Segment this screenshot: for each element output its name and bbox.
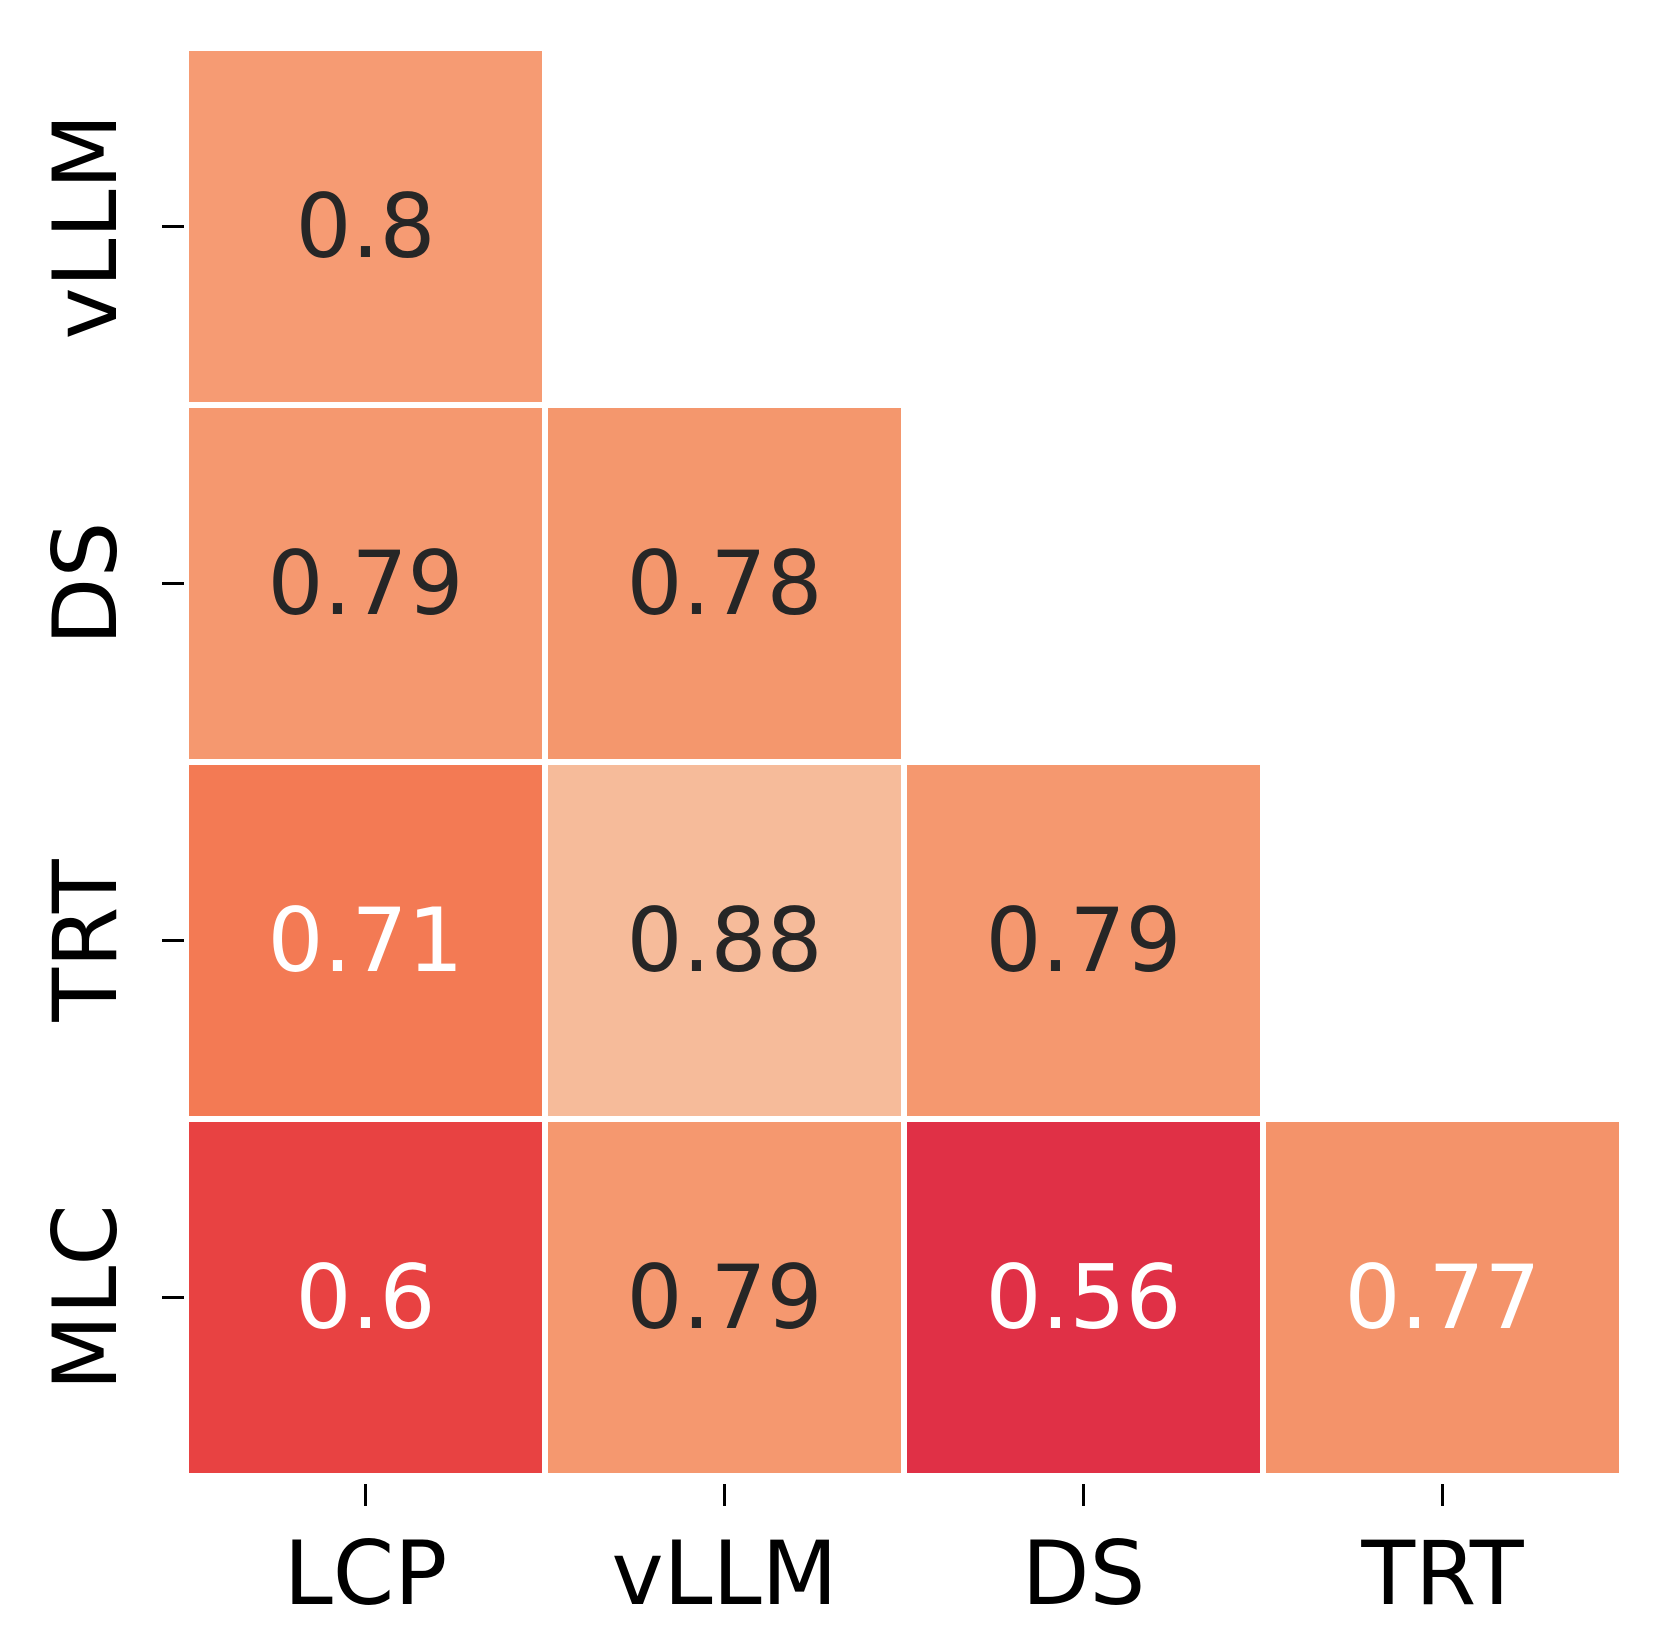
cell-value-label: 0.77: [1345, 1246, 1541, 1349]
x-tick-label-vllm: vLLM: [611, 1522, 837, 1625]
y-tick-label-vllm: vLLM: [34, 113, 137, 339]
heatmap-cell-mlc-trt: [1260, 1116, 1625, 1479]
x-tick-label-trt: TRT: [1360, 1522, 1524, 1625]
cell-value-label: 0.79: [986, 889, 1182, 992]
cell-value-label: 0.8: [296, 175, 436, 278]
y-axis: vLLM DS TRT MLC: [34, 113, 184, 1391]
heatmap-cell-ds-lcp: [183, 402, 548, 765]
heatmap-cell-ds-vllm: [542, 402, 907, 765]
x-axis: LCP vLLM DS TRT: [284, 1484, 1525, 1625]
cell-value-label: 0.79: [627, 1246, 823, 1349]
cell-value-label: 0.88: [627, 889, 823, 992]
y-tick-label-ds: DS: [34, 522, 137, 646]
x-tick-label-lcp: LCP: [284, 1522, 448, 1625]
heatmap-cell-mlc-ds: [901, 1116, 1266, 1479]
cell-value-label: 0.78: [627, 532, 823, 635]
cell-value-label: 0.56: [986, 1246, 1182, 1349]
heatmap-cell-mlc-vllm: [542, 1116, 907, 1479]
y-tick-label-trt: TRT: [34, 858, 137, 1022]
heatmap-cell-vllm-lcp: [183, 45, 548, 408]
cell-value-label: 0.6: [296, 1246, 436, 1349]
y-tick-label-mlc: MLC: [34, 1204, 137, 1390]
cell-value-label: 0.79: [268, 532, 464, 635]
heatmap-cell-mlc-lcp: [183, 1116, 548, 1479]
heatmap-cells: 0.8 0.79 0.78 0.71 0.88 0.79 0.6 0.79 0.56 0.77: [183, 45, 1625, 1479]
x-tick-label-ds: DS: [1022, 1522, 1146, 1625]
cell-value-label: 0.71: [268, 889, 464, 992]
heatmap-cell-trt-ds: [901, 759, 1266, 1122]
